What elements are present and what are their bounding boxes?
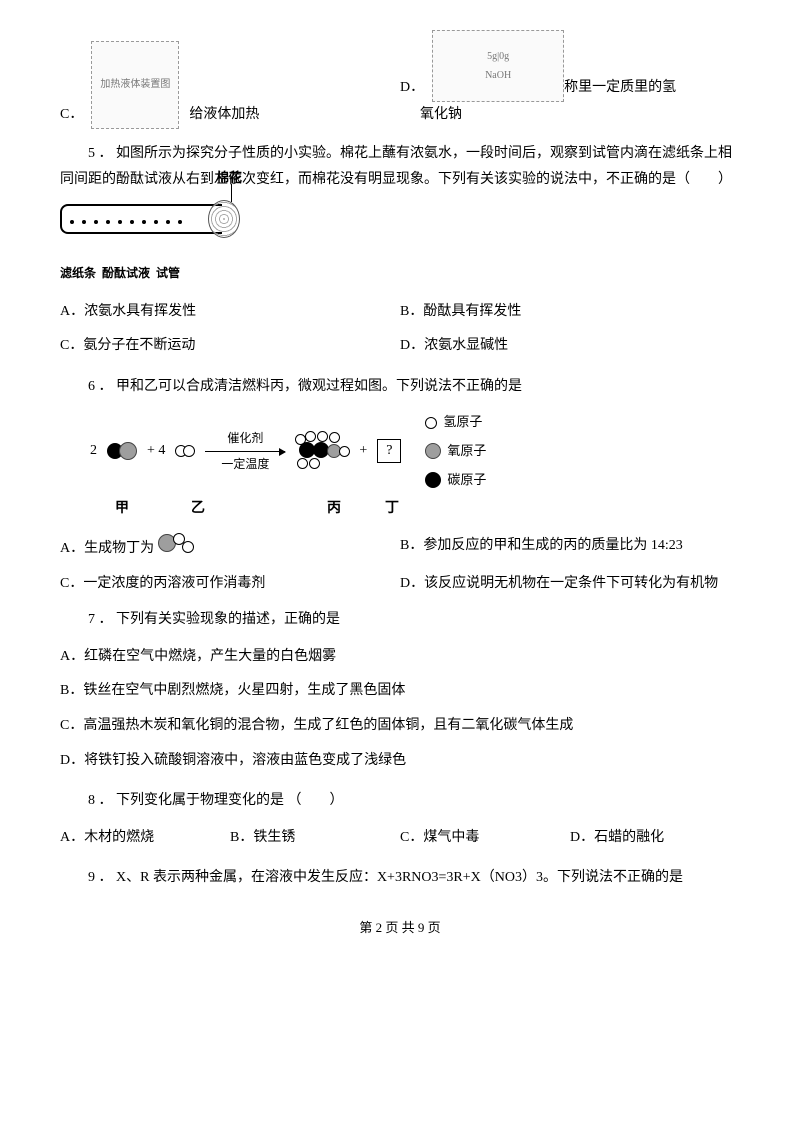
q5-label-2: 试管 — [156, 262, 180, 285]
q6-plus2: + — [359, 438, 367, 465]
q6-name-ding: 丁 — [385, 496, 399, 523]
q5-opt-c: C．氨分子在不断运动 — [60, 333, 400, 360]
q5-cotton-arrow — [231, 184, 232, 202]
q6-arrow-bottom: 一定温度 — [221, 453, 269, 476]
q6-opt-c: C．一定浓度的丙溶液可作消毒剂 — [60, 571, 380, 598]
q5-opt-b: B．酚酞具有挥发性 — [400, 299, 740, 326]
q8-stem: 8 ． 下列变化属于物理变化的是 （ ） — [60, 788, 740, 815]
q6-yi-molecule — [175, 445, 195, 457]
q5-label-0: 滤纸条 — [60, 262, 96, 285]
q4-d-fig-balance-left: 5g|0g — [487, 47, 509, 66]
q4-c-text: 给液体加热 — [189, 102, 259, 129]
q7-opt-d: D．将铁钉投入硫酸铜溶液中，溶液由蓝色变成了浅绿色 — [60, 748, 740, 775]
q4-d-sub: 氧化钠 — [420, 102, 730, 129]
q4-option-d: D． 5g|0g NaOH 称里一定质里的氢 氧化钠 — [400, 30, 730, 129]
q6-opt-a: A．生成物丁为 — [60, 533, 380, 563]
c-atom-icon — [425, 472, 441, 488]
q6-opt-b: B．参加反应的甲和生成的丙的质量比为 14:23 — [400, 533, 740, 560]
q8-opt-c: C．煤气中毒 — [400, 825, 570, 852]
q6-name-yi: 乙 — [191, 496, 205, 523]
q7-opt-a: A．红磷在空气中燃烧，产生大量的白色烟雾 — [60, 644, 740, 671]
page-footer: 第 2 页 共 9 页 — [60, 916, 740, 941]
q7-stem: 7 ． 下列有关实验现象的描述，正确的是 — [60, 607, 740, 634]
q4-tail-row: C． 加热液体装置图 给液体加热 D． 5g|0g NaOH 称里一定质里的氢 … — [60, 30, 740, 129]
q6-legend: 氢原子 氧原子 碳原子 — [425, 410, 486, 492]
legend-c: 碳原子 — [447, 468, 486, 493]
q8-opt-d: D．石蜡的融化 — [570, 825, 740, 852]
q4-option-c: C． 加热液体装置图 给液体加热 — [60, 41, 400, 129]
q5-options: A．浓氨水具有挥发性 B．酚酞具有挥发性 C．氨分子在不断运动 D．浓氨水显碱性 — [60, 299, 740, 360]
q5-stem: 5 ． 如图所示为探究分子性质的小实验。棉花上蘸有浓氨水，一段时间后，观察到试管… — [60, 141, 740, 194]
q4-c-label: C． — [60, 102, 83, 129]
q8-options: A．木材的燃烧 B．铁生锈 C．煤气中毒 D．石蜡的融化 — [60, 825, 740, 852]
q4-c-figure: 加热液体装置图 — [91, 41, 179, 129]
q6-plus1: + 4 — [147, 438, 165, 465]
q5-labels: 滤纸条 酚酞试液 试管 — [60, 262, 240, 285]
q5-label-1: 酚酞试液 — [102, 262, 150, 285]
q6-opt-a-molecule — [158, 533, 194, 553]
q7-opt-c: C．高温强热木炭和氧化铜的混合物，生成了红色的固体铜，且有二氧化碳气体生成 — [60, 713, 740, 740]
q7-options: A．红磷在空气中燃烧，产生大量的白色烟雾 B．铁丝在空气中剧烈燃烧，火星四射，生… — [60, 644, 740, 774]
q4-d-figure: 5g|0g NaOH — [432, 30, 564, 102]
o-atom-icon — [425, 443, 441, 459]
q5-figure: 棉花 滤纸条 酚酞试液 试管 — [60, 204, 240, 285]
q7-opt-b: B．铁丝在空气中剧烈燃烧，火星四射，生成了黑色固体 — [60, 678, 740, 705]
h-atom-icon — [425, 417, 437, 429]
q6-coeff-jia: 2 — [90, 438, 97, 465]
q6-name-bing: 丙 — [327, 496, 341, 523]
q5-opt-a: A．浓氨水具有挥发性 — [60, 299, 400, 326]
q6-name-jia: 甲 — [115, 496, 129, 523]
q6-bing-molecule — [295, 436, 349, 466]
q6-options: A．生成物丁为 B．参加反应的甲和生成的丙的质量比为 14:23 C．一定浓度的… — [60, 533, 740, 597]
q6-opt-a-pre: A．生成物丁为 — [60, 541, 154, 556]
q6-ding-unknown: ? — [377, 439, 401, 463]
q8-opt-b: B．铁生锈 — [230, 825, 400, 852]
page: C． 加热液体装置图 给液体加热 D． 5g|0g NaOH 称里一定质里的氢 … — [0, 0, 800, 961]
q4-d-fig-balance-right: NaOH — [485, 66, 511, 85]
q6-jia-molecule — [107, 442, 137, 460]
q6-names: 甲 乙 丙 丁 — [115, 496, 740, 523]
q9-stem: 9 ． X、R 表示两种金属，在溶液中发生反应：X+3RNO3=3R+X（NO3… — [60, 865, 740, 892]
q6-figure: 2 + 4 催化剂 一定温度 + ? 氢原子 氧原子 — [90, 410, 740, 492]
q6-stem: 6 ． 甲和乙可以合成清洁燃料丙，微观过程如图。下列说法不正确的是 — [60, 374, 740, 401]
q6-opt-d: D．该反应说明无机物在一定条件下可转化为有机物 — [400, 571, 740, 598]
q5-cotton-label: 棉花 — [216, 166, 242, 191]
q6-arrow: 催化剂 一定温度 — [205, 427, 285, 476]
q5-tube: 棉花 — [60, 204, 222, 234]
q6-arrow-top: 催化剂 — [227, 427, 263, 450]
q4-d-label: D． — [400, 75, 424, 102]
legend-o: 氧原子 — [447, 439, 486, 464]
q4-d-text: 称里一定质里的氢 — [564, 75, 676, 102]
q5-cotton-icon — [208, 200, 240, 238]
q8-opt-a: A．木材的燃烧 — [60, 825, 230, 852]
legend-h: 氢原子 — [443, 410, 482, 435]
q5-dots — [70, 220, 182, 224]
q5-opt-d: D．浓氨水显碱性 — [400, 333, 740, 360]
